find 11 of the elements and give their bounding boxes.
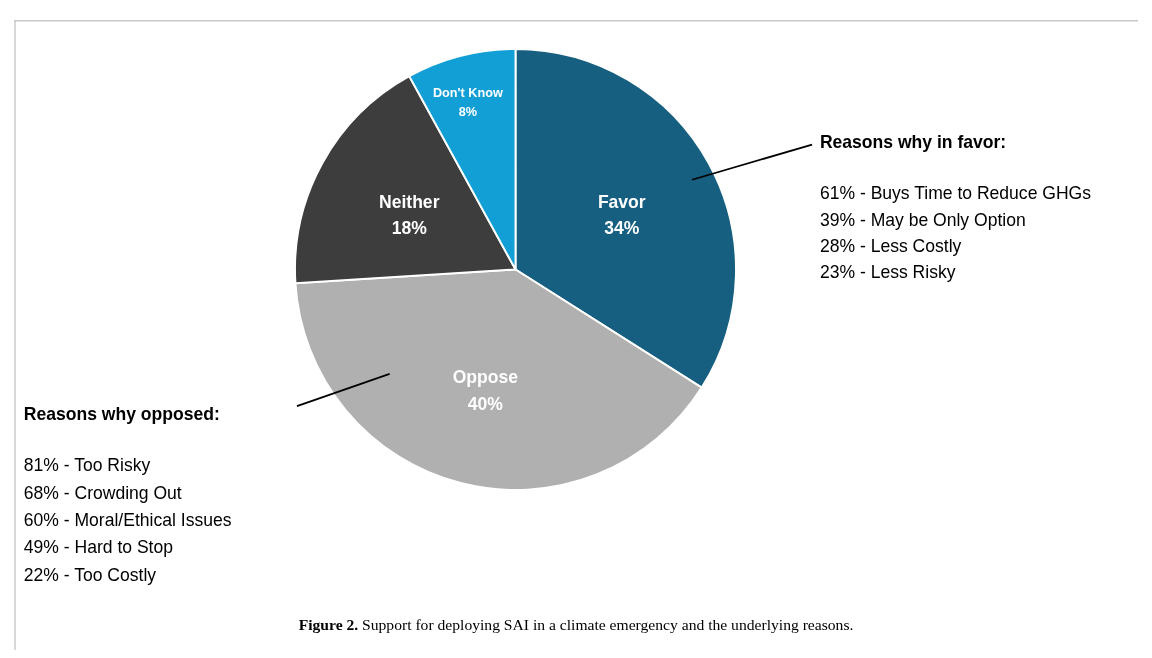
slice-label: Don't Know	[432, 85, 503, 100]
slice-label: Oppose	[452, 367, 519, 388]
data-label: 8%	[458, 104, 478, 119]
slice-label: Neither	[379, 191, 440, 212]
data-label: 18%	[391, 217, 428, 238]
text: Reasons why opposed: 81% - Too Risky 68% - Crowding Out 60% - Moral/Ethical Issues 49% - Hard to Stop 22% - Too Costly	[23, 403, 232, 585]
data-label: 34%	[604, 217, 640, 238]
text: Reasons why in favor: 61% - Buys Time to Reduce GHGs 39% - May be Only Option 28% - Less Costly 23% - Less Risky	[819, 132, 1092, 283]
slice-label: Favor	[597, 191, 646, 212]
text: Figure 2. Support for deploying SAI in a climate emergency and the underlying reasons.	[298, 615, 854, 633]
data-label: 40%	[467, 393, 504, 414]
